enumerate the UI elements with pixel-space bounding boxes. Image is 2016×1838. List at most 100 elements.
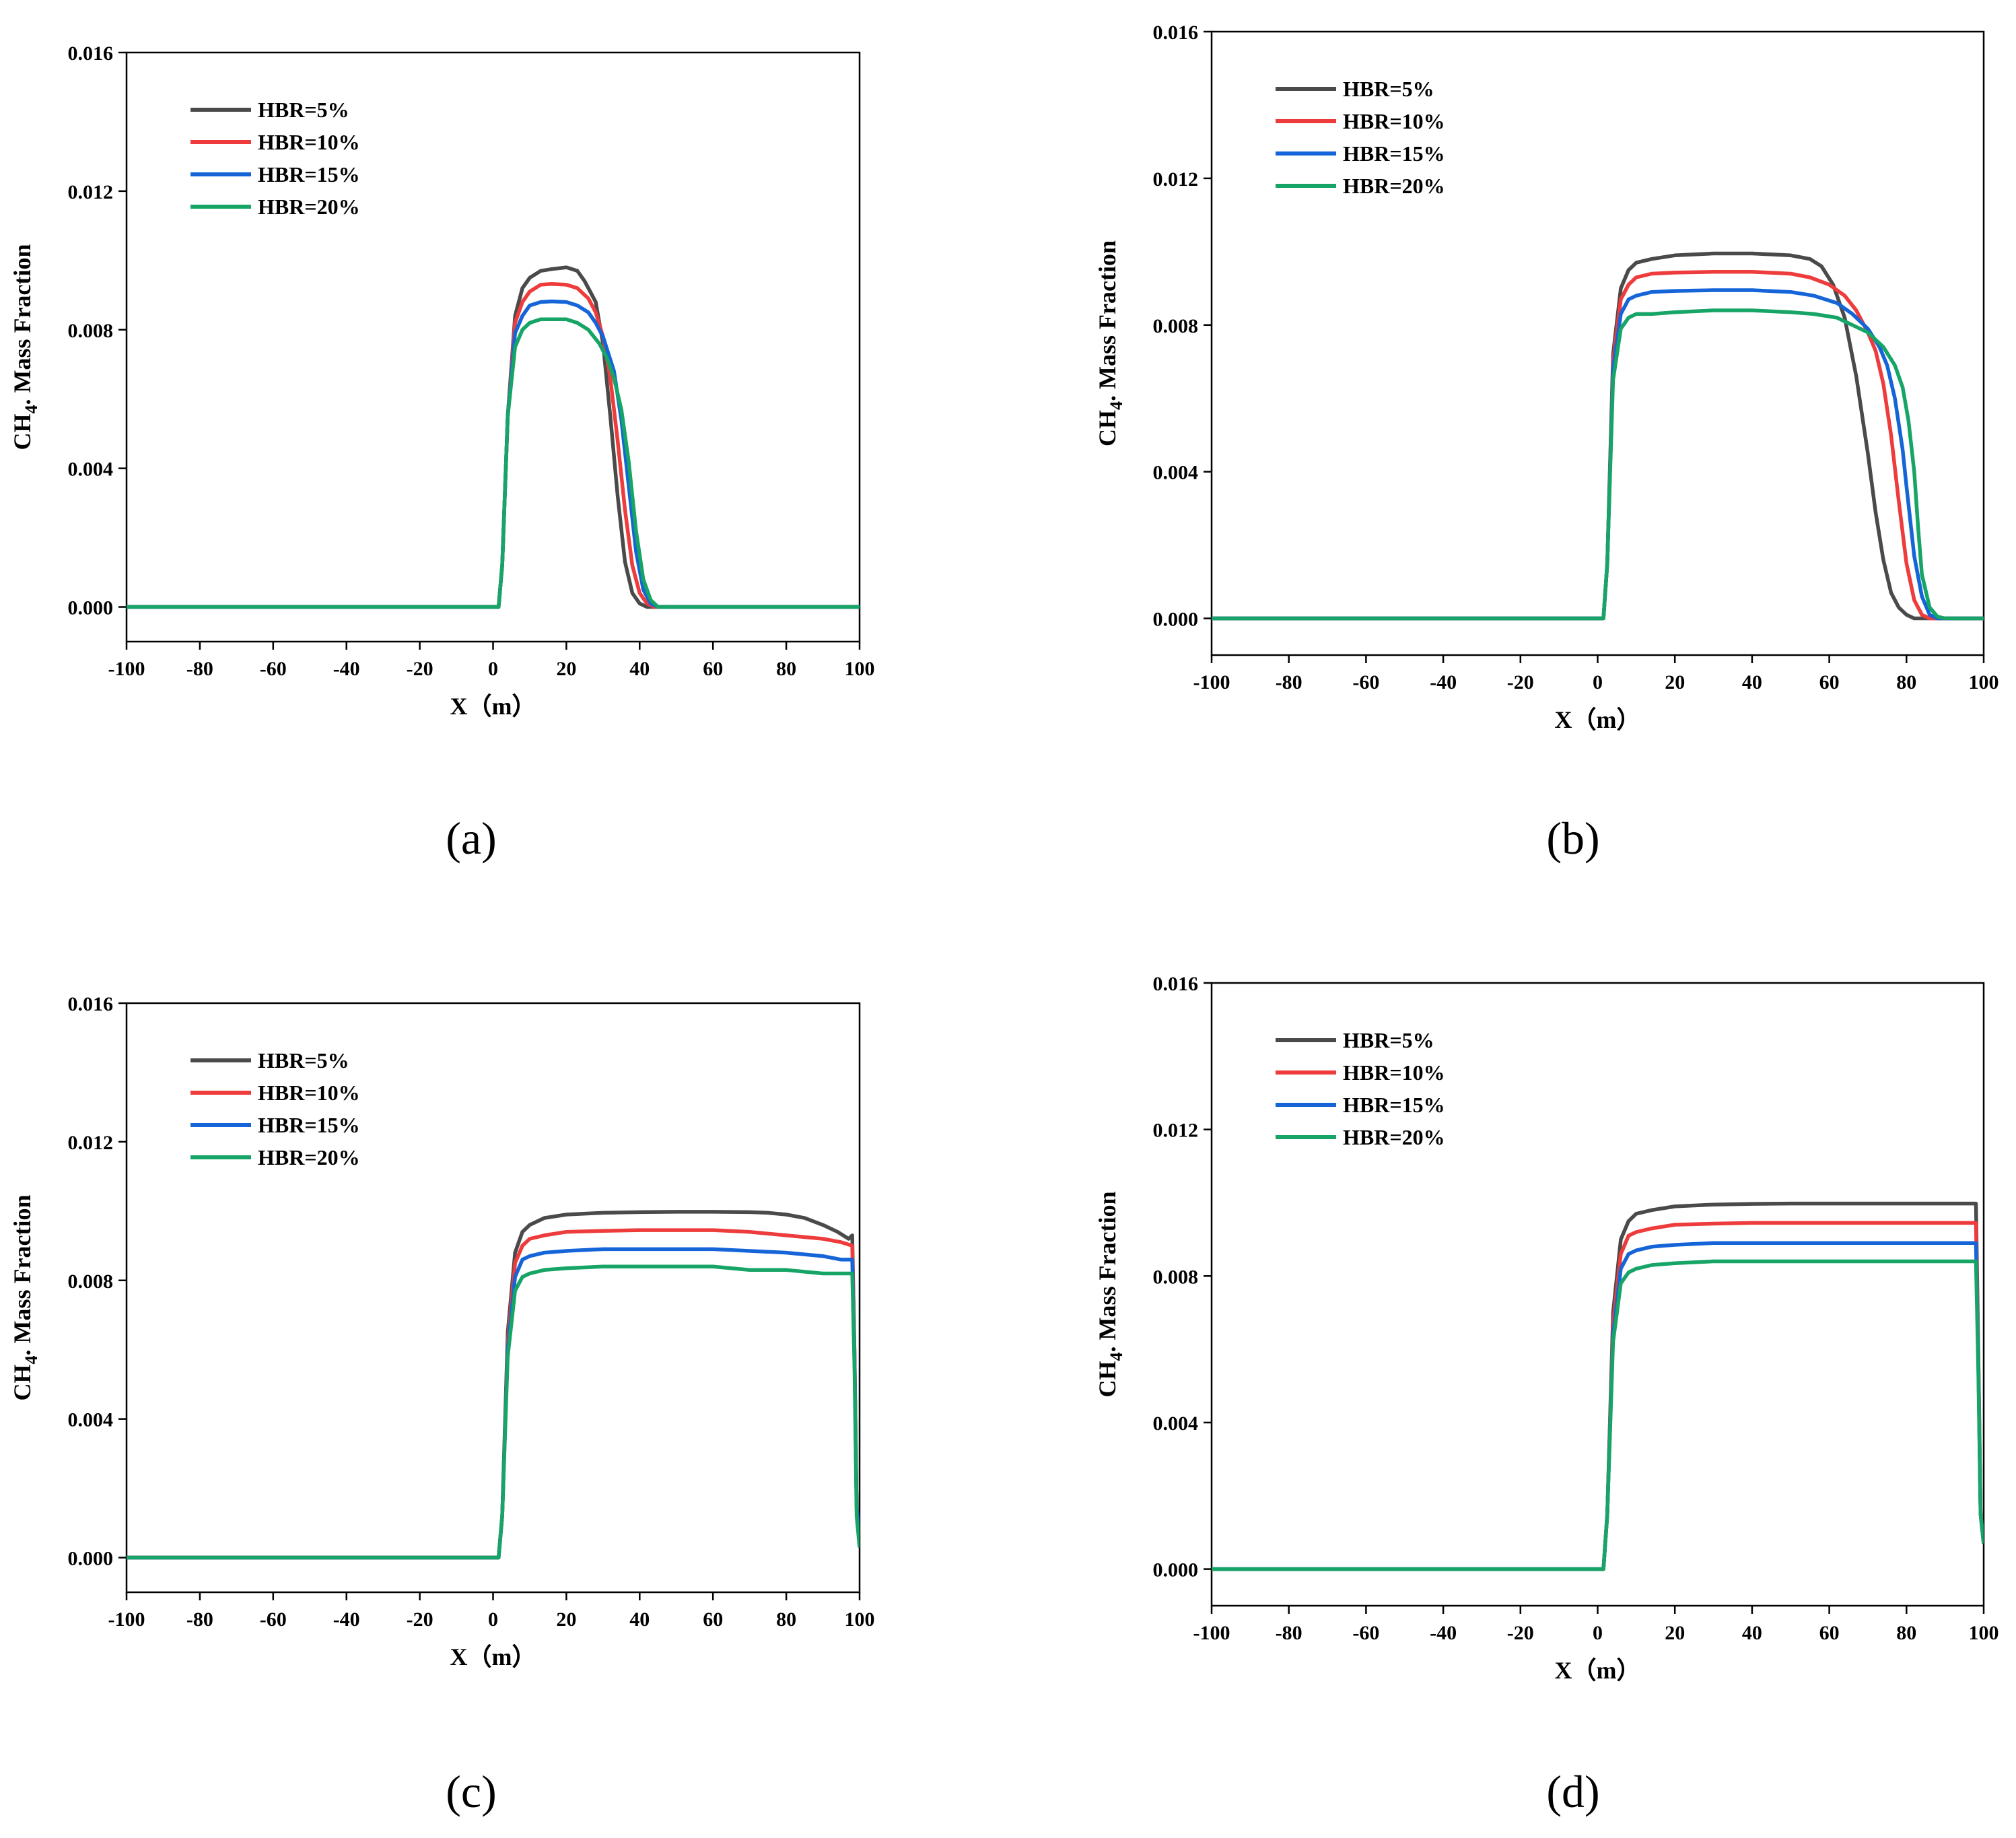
series-line-hbr-15 bbox=[127, 299, 860, 609]
x-tick-label: -80 bbox=[1276, 671, 1302, 693]
x-tick-label: -60 bbox=[260, 658, 287, 680]
series-line-hbr-20 bbox=[1212, 1259, 1984, 1571]
x-tick-label: -40 bbox=[1430, 671, 1457, 693]
y-tick-label: 0.012 bbox=[68, 1132, 114, 1154]
legend-label-hbr-20: HBR=20% bbox=[258, 195, 360, 219]
x-tick-label: 100 bbox=[845, 658, 875, 680]
x-tick-label: -20 bbox=[1507, 1622, 1534, 1644]
legend-label-hbr-15: HBR=15% bbox=[1343, 141, 1445, 166]
y-tick-label: 0.012 bbox=[1153, 168, 1199, 191]
y-axis-label-main: CH bbox=[1094, 410, 1121, 446]
x-tick-label: -40 bbox=[333, 658, 360, 680]
x-tick-label: -20 bbox=[1507, 671, 1534, 693]
x-tick-label: -100 bbox=[1193, 1622, 1230, 1644]
series-line-hbr-5 bbox=[127, 1210, 860, 1560]
series-line-hbr-10 bbox=[1212, 270, 1984, 621]
y-tick-label: 0.004 bbox=[68, 458, 114, 481]
legend-label-hbr-20: HBR=20% bbox=[258, 1145, 360, 1169]
legend-label-hbr-15: HBR=15% bbox=[1343, 1093, 1445, 1117]
x-tick-label: -80 bbox=[1276, 1622, 1302, 1644]
plot-frame bbox=[1210, 30, 1985, 656]
panel-label: (a) bbox=[446, 813, 496, 864]
x-tick-label: 60 bbox=[1819, 1622, 1840, 1644]
y-tick-label: 0.000 bbox=[1153, 609, 1199, 631]
x-tick-label: -100 bbox=[108, 1608, 145, 1631]
x-tick-label: 100 bbox=[1969, 671, 1999, 693]
x-tick-label: 100 bbox=[1969, 1622, 1999, 1644]
x-tick-label: -60 bbox=[1352, 1622, 1379, 1644]
x-tick-label: 40 bbox=[629, 658, 650, 680]
legend-label-hbr-10: HBR=10% bbox=[1343, 109, 1445, 133]
x-tick-label: -80 bbox=[186, 658, 213, 680]
chart-panel-c: -100 -80 -60 -40 -20 0 20 40 60 80 100 0.000 0.004 0.… bbox=[9, 993, 875, 1670]
y-tick-label: 0.016 bbox=[1153, 22, 1199, 44]
y-axis-label-rest: . Mass Fraction bbox=[9, 244, 36, 405]
x-tick-label: -20 bbox=[407, 1608, 433, 1631]
y-axis-label: CH4. Mass Fraction bbox=[1094, 240, 1126, 446]
y-axis-label: CH4. Mass Fraction bbox=[1094, 1192, 1126, 1398]
y-tick-label: 0.008 bbox=[68, 1270, 114, 1293]
y-tick-label: 0.000 bbox=[68, 1548, 114, 1570]
x-tick-label: 20 bbox=[1665, 671, 1685, 693]
x-tick-label: 80 bbox=[776, 1608, 796, 1631]
y-axis-label-rest: . Mass Fraction bbox=[9, 1195, 36, 1356]
panel-label: (c) bbox=[446, 1766, 496, 1817]
series-line-hbr-15 bbox=[1212, 1241, 1984, 1571]
x-axis-label: X（m） bbox=[1555, 1657, 1641, 1684]
series-line-hbr-20 bbox=[1212, 308, 1984, 621]
plot-frame bbox=[1210, 982, 1985, 1607]
x-tick-label: -40 bbox=[333, 1608, 360, 1631]
series-line-hbr-15 bbox=[127, 1247, 860, 1560]
x-axis-label: X（m） bbox=[450, 1643, 536, 1670]
x-tick-label: 40 bbox=[629, 1608, 650, 1631]
y-tick-label: 0.000 bbox=[68, 597, 114, 619]
y-tick-label: 0.008 bbox=[1153, 315, 1199, 337]
legend-label-hbr-5: HBR=5% bbox=[258, 1048, 349, 1073]
legend-label-hbr-20: HBR=20% bbox=[1343, 174, 1445, 198]
y-tick-label: 0.004 bbox=[68, 1409, 114, 1431]
x-tick-label: 40 bbox=[1742, 671, 1762, 693]
y-axis-label-rest: . Mass Fraction bbox=[1094, 240, 1121, 401]
y-axis-label-subscript: 4 bbox=[1107, 1352, 1126, 1361]
legend-label-hbr-5: HBR=5% bbox=[258, 98, 349, 122]
y-tick-label: 0.016 bbox=[68, 993, 114, 1015]
y-tick-label: 0.004 bbox=[1153, 462, 1199, 484]
x-axis-label: X（m） bbox=[450, 693, 536, 720]
legend-label-hbr-5: HBR=5% bbox=[1343, 1028, 1434, 1052]
x-tick-label: -40 bbox=[1430, 1622, 1457, 1644]
x-axis-label: X（m） bbox=[1555, 706, 1641, 733]
series-line-hbr-10 bbox=[127, 282, 860, 609]
x-tick-label: 40 bbox=[1742, 1622, 1762, 1644]
y-axis-label: CH4. Mass Fraction bbox=[9, 244, 41, 450]
y-tick-label: 0.012 bbox=[68, 181, 114, 203]
x-tick-label: 60 bbox=[1819, 671, 1840, 693]
x-tick-label: 100 bbox=[845, 1608, 875, 1631]
y-axis-label-subscript: 4 bbox=[22, 405, 41, 413]
x-tick-label: -20 bbox=[407, 658, 433, 680]
chart-panel-a: -100 -80 -60 -40 -20 0 20 40 60 80 100 0.000 0.004 0.… bbox=[9, 42, 875, 720]
x-tick-label: -80 bbox=[186, 1608, 213, 1631]
y-tick-label: 0.016 bbox=[68, 42, 114, 65]
legend-label-hbr-15: HBR=15% bbox=[258, 1113, 360, 1137]
x-tick-label: -60 bbox=[1352, 671, 1379, 693]
x-tick-label: 20 bbox=[1665, 1622, 1685, 1644]
panel-label: (b) bbox=[1546, 813, 1599, 864]
x-tick-label: -100 bbox=[1193, 671, 1230, 693]
legend-label-hbr-5: HBR=5% bbox=[1343, 77, 1434, 101]
y-axis-label-subscript: 4 bbox=[1107, 401, 1126, 410]
y-axis-label-main: CH bbox=[9, 1364, 36, 1400]
x-tick-label: 0 bbox=[1593, 671, 1603, 693]
y-tick-label: 0.016 bbox=[1153, 973, 1199, 995]
series-line-hbr-5 bbox=[1212, 1201, 1984, 1571]
y-axis-label: CH4. Mass Fraction bbox=[9, 1195, 41, 1401]
y-tick-label: 0.008 bbox=[1153, 1266, 1199, 1288]
series-line-hbr-10 bbox=[1212, 1221, 1984, 1571]
legend-label-hbr-10: HBR=10% bbox=[258, 1081, 360, 1105]
panel-label: (d) bbox=[1546, 1766, 1599, 1817]
x-tick-label: 20 bbox=[556, 658, 576, 680]
x-tick-label: 0 bbox=[1593, 1622, 1603, 1644]
legend-label-hbr-20: HBR=20% bbox=[1343, 1125, 1445, 1149]
x-tick-label: 20 bbox=[556, 1608, 576, 1631]
y-tick-label: 0.008 bbox=[68, 320, 114, 342]
